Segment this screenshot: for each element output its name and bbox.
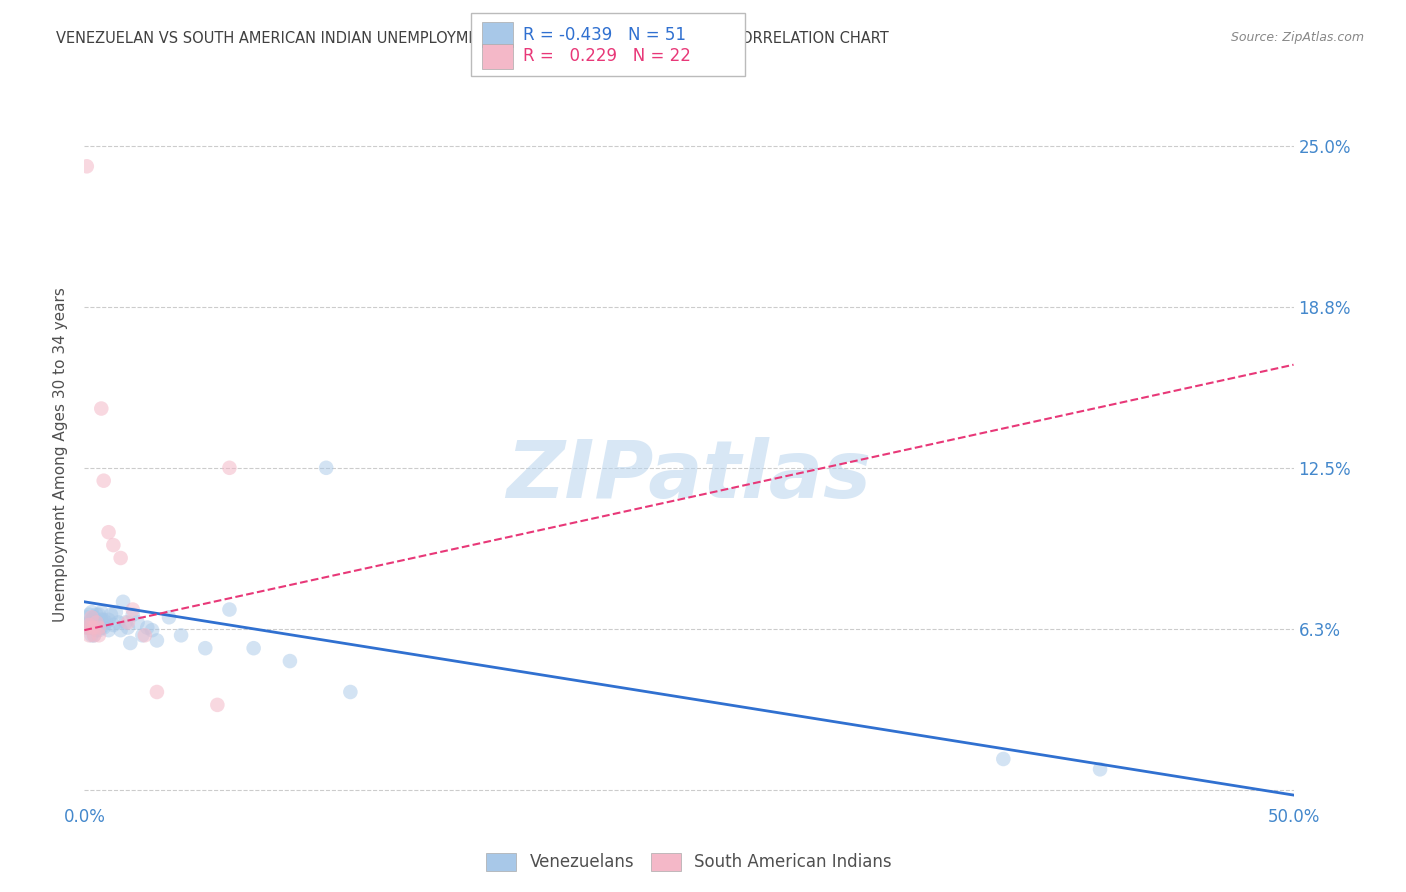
- Point: [121, 607, 143, 622]
- Text: R = -0.439   N = 51: R = -0.439 N = 51: [523, 26, 686, 44]
- Text: ZIPatlas: ZIPatlas: [506, 437, 872, 515]
- Point: [278, 654, 301, 668]
- Text: Source: ZipAtlas.com: Source: ZipAtlas.com: [1230, 31, 1364, 45]
- Point: [218, 602, 240, 616]
- Point: [90, 605, 112, 619]
- Point: [218, 460, 240, 475]
- Point: [87, 623, 110, 637]
- Point: [77, 618, 100, 632]
- Point: [93, 621, 115, 635]
- Point: [93, 474, 115, 488]
- Point: [80, 621, 103, 635]
- Point: [86, 607, 108, 622]
- Point: [107, 615, 129, 630]
- Point: [97, 613, 120, 627]
- Point: [114, 615, 136, 630]
- Point: [110, 623, 132, 637]
- Point: [87, 607, 110, 622]
- Point: [86, 623, 108, 637]
- Point: [117, 621, 139, 635]
- Point: [97, 623, 120, 637]
- Point: [83, 610, 105, 624]
- Point: [120, 636, 142, 650]
- Point: [146, 633, 169, 648]
- Point: [131, 628, 153, 642]
- Point: [83, 628, 105, 642]
- Point: [339, 685, 361, 699]
- Point: [80, 628, 103, 642]
- Point: [104, 605, 127, 619]
- Point: [77, 621, 100, 635]
- Point: [80, 605, 103, 619]
- Point: [170, 628, 193, 642]
- Point: [1088, 762, 1111, 776]
- Point: [90, 401, 112, 416]
- Point: [157, 610, 180, 624]
- Point: [83, 621, 105, 635]
- Point: [207, 698, 229, 712]
- Point: [100, 607, 122, 622]
- Point: [127, 615, 149, 630]
- Y-axis label: Unemployment Among Ages 30 to 34 years: Unemployment Among Ages 30 to 34 years: [53, 287, 69, 623]
- Point: [121, 602, 143, 616]
- Point: [315, 460, 337, 475]
- Point: [103, 538, 125, 552]
- Point: [141, 623, 163, 637]
- Point: [86, 615, 108, 630]
- Text: VENEZUELAN VS SOUTH AMERICAN INDIAN UNEMPLOYMENT AMONG AGES 30 TO 34 YEARS CORRE: VENEZUELAN VS SOUTH AMERICAN INDIAN UNEM…: [56, 31, 889, 46]
- Point: [77, 615, 100, 630]
- Point: [77, 607, 100, 622]
- Point: [80, 613, 103, 627]
- Point: [87, 621, 110, 635]
- Point: [242, 641, 264, 656]
- Point: [77, 628, 100, 642]
- Point: [993, 752, 1015, 766]
- Point: [146, 685, 169, 699]
- Point: [83, 618, 105, 632]
- Point: [90, 613, 112, 627]
- Point: [76, 610, 98, 624]
- Point: [117, 615, 139, 630]
- Point: [76, 621, 98, 635]
- Point: [83, 628, 105, 642]
- Text: R =   0.229   N = 22: R = 0.229 N = 22: [523, 47, 690, 65]
- Point: [103, 618, 125, 632]
- Point: [110, 551, 132, 566]
- Point: [93, 613, 115, 627]
- Point: [97, 525, 120, 540]
- Point: [80, 621, 103, 635]
- Point: [76, 621, 98, 635]
- Point: [134, 628, 156, 642]
- Legend: Venezuelans, South American Indians: Venezuelans, South American Indians: [479, 846, 898, 878]
- Point: [136, 621, 159, 635]
- Point: [76, 159, 98, 173]
- Point: [86, 615, 108, 630]
- Point: [90, 621, 112, 635]
- Point: [87, 628, 110, 642]
- Point: [94, 615, 117, 630]
- Point: [80, 610, 103, 624]
- Point: [194, 641, 217, 656]
- Point: [112, 595, 135, 609]
- Point: [87, 615, 110, 630]
